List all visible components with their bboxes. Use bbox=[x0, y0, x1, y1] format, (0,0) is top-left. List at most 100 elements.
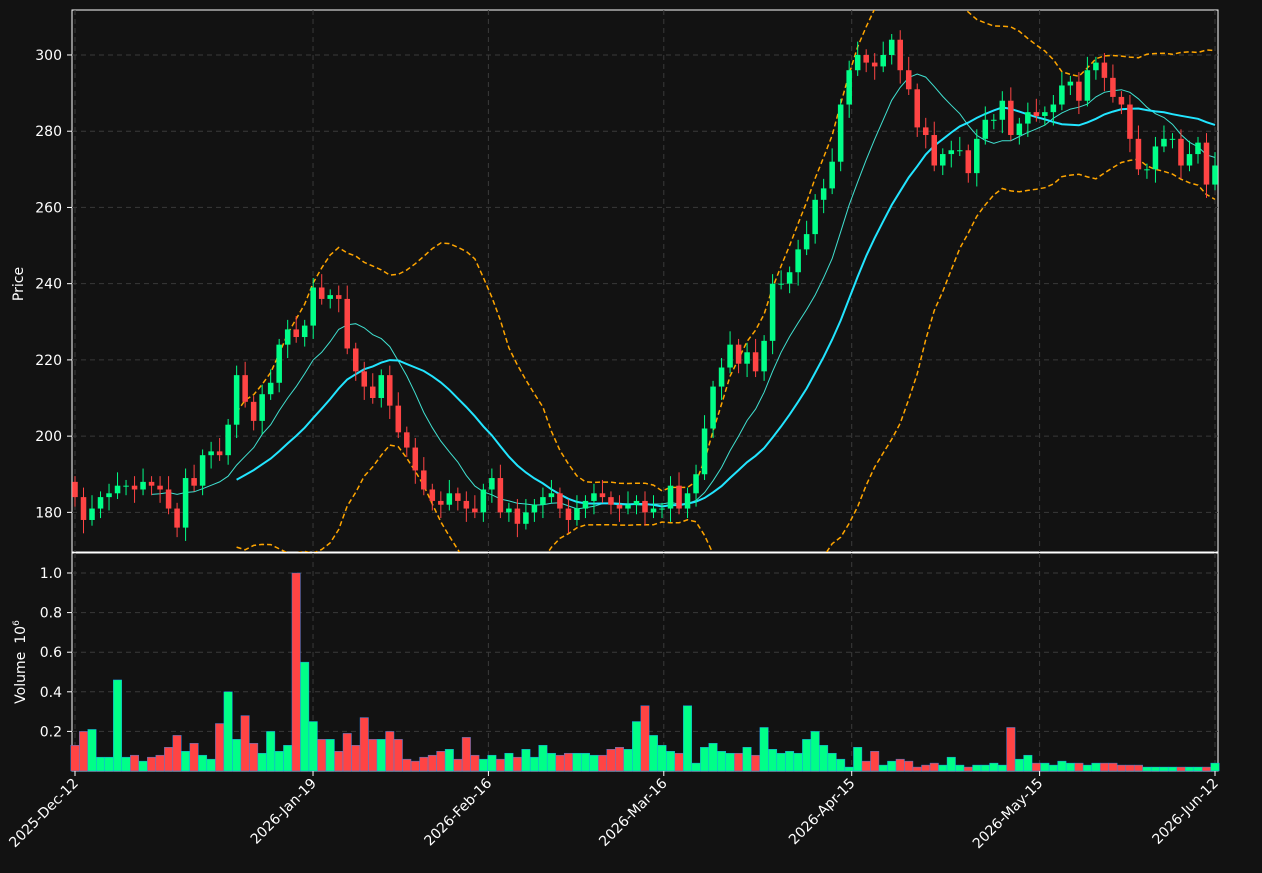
price-tick-label: 240 bbox=[35, 277, 62, 293]
candle-body bbox=[1033, 112, 1040, 116]
volume-bar bbox=[776, 752, 786, 772]
candle-body bbox=[1135, 138, 1142, 170]
candle-body bbox=[642, 500, 648, 513]
volume-bar bbox=[512, 756, 522, 772]
volume-bar bbox=[453, 758, 463, 772]
candle-body bbox=[1101, 62, 1108, 78]
candle-body bbox=[540, 497, 546, 505]
price-y-ticks: 180 200 220 240 260 280 300 bbox=[35, 48, 72, 521]
volume-bar bbox=[147, 756, 157, 772]
price-panel-frame bbox=[71, 9, 1219, 553]
volume-bar bbox=[827, 752, 837, 772]
candle-body bbox=[820, 188, 827, 200]
volume-bar bbox=[759, 727, 769, 772]
volume-exponent-power: 6 bbox=[12, 620, 22, 626]
candle-body bbox=[701, 428, 708, 475]
candle-body bbox=[557, 493, 563, 509]
candle-body bbox=[548, 493, 555, 498]
candle-body bbox=[1025, 112, 1031, 124]
candle-body bbox=[948, 150, 955, 155]
volume-exponent-base: 10 bbox=[13, 626, 29, 644]
candle-body bbox=[1042, 112, 1048, 116]
candle-body bbox=[301, 325, 308, 338]
volume-bar bbox=[700, 747, 710, 772]
volume-tick-label: 1.0 bbox=[40, 566, 62, 582]
volume-bar bbox=[802, 739, 812, 772]
candle-body bbox=[684, 493, 691, 509]
candle-body bbox=[216, 451, 223, 456]
volume-bar bbox=[232, 739, 242, 772]
candle-body bbox=[837, 104, 844, 162]
candle-body bbox=[1067, 81, 1074, 86]
volume-bar bbox=[70, 745, 80, 772]
candle-body bbox=[897, 39, 903, 71]
volume-bar bbox=[623, 749, 633, 772]
volume-bar bbox=[1108, 762, 1118, 772]
candle-body bbox=[523, 512, 529, 524]
volume-bar bbox=[419, 756, 429, 772]
candle-body bbox=[233, 375, 240, 425]
candle-body bbox=[778, 283, 784, 285]
volume-bar bbox=[997, 764, 1007, 772]
candle-body bbox=[752, 352, 759, 372]
candle-body bbox=[293, 329, 299, 338]
volume-bar bbox=[461, 737, 471, 772]
candle-body bbox=[352, 348, 359, 372]
candle-body bbox=[335, 295, 342, 299]
candle-body bbox=[404, 432, 410, 448]
candle-body bbox=[812, 199, 818, 235]
candle-body bbox=[1169, 138, 1176, 140]
candle-body bbox=[591, 493, 597, 501]
volume-tick-label: 0.2 bbox=[40, 724, 62, 740]
volume-bar bbox=[1082, 764, 1092, 772]
volume-bar bbox=[410, 760, 420, 772]
volume-bar bbox=[632, 721, 641, 772]
volume-bar bbox=[895, 758, 905, 772]
volume-bar bbox=[972, 764, 982, 772]
candle-body bbox=[676, 485, 682, 509]
candle-body bbox=[97, 497, 104, 509]
candle-body bbox=[965, 150, 972, 174]
volume-bar bbox=[742, 747, 752, 772]
volume-bar bbox=[1031, 762, 1041, 772]
candle-body bbox=[421, 470, 427, 490]
candle-body bbox=[1212, 165, 1218, 185]
x-tick-label: 2026-May-15 bbox=[970, 776, 1047, 853]
candle-body bbox=[1161, 138, 1167, 147]
volume-bar bbox=[580, 752, 590, 772]
x-tick-label: 2026-Mar-16 bbox=[596, 775, 670, 849]
volume-bar bbox=[121, 756, 131, 772]
price-tick-label: 300 bbox=[35, 48, 62, 64]
volume-bar bbox=[130, 754, 140, 772]
candle-body bbox=[80, 497, 87, 520]
candle-body bbox=[106, 493, 112, 498]
volume-bar bbox=[427, 754, 437, 772]
candle-body bbox=[412, 447, 419, 471]
x-ticks: 2025-Dec-12 2026-Jan-19 2026-Feb-16 2026-Ma… bbox=[6, 771, 1222, 853]
candle-body bbox=[1178, 138, 1184, 166]
candle-body bbox=[914, 89, 921, 128]
volume-bar bbox=[1125, 764, 1135, 772]
volume-bar bbox=[1023, 754, 1033, 772]
candle-body bbox=[803, 234, 810, 250]
volume-bar bbox=[1014, 758, 1024, 772]
volume-tick-label: 0.8 bbox=[40, 606, 62, 622]
volume-bar bbox=[674, 752, 684, 772]
volume-bar bbox=[1159, 766, 1169, 772]
bollinger-bands bbox=[235, 10, 1216, 552]
candle-body bbox=[574, 508, 580, 520]
candle-body bbox=[208, 451, 214, 456]
candle-body bbox=[999, 100, 1006, 120]
volume-tick-label: 0.4 bbox=[40, 685, 62, 701]
candle-body bbox=[327, 295, 333, 299]
volume-bar bbox=[138, 760, 148, 772]
candle-body bbox=[744, 352, 750, 364]
volume-bar bbox=[691, 762, 701, 772]
volume-bar bbox=[215, 723, 225, 772]
candle-body bbox=[1118, 96, 1125, 105]
candle-body bbox=[455, 493, 461, 501]
candle-body bbox=[710, 386, 716, 429]
moving-averages bbox=[151, 73, 1216, 510]
volume-bar bbox=[963, 766, 973, 772]
candle-body bbox=[165, 489, 172, 509]
